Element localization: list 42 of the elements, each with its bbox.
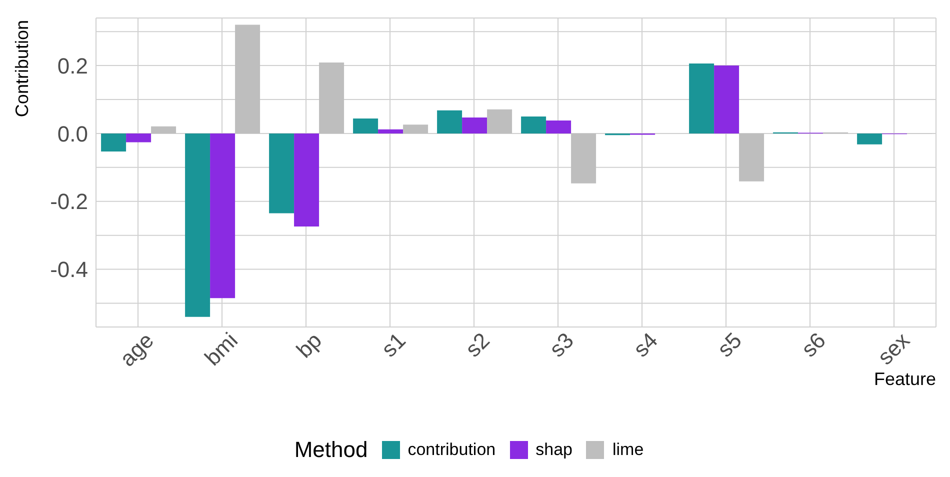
bar [185,133,210,317]
x-tick-label: sex [872,328,915,370]
bar [487,109,512,134]
legend-label: lime [611,440,644,460]
bar [101,133,126,152]
bar [739,133,764,182]
x-tick-label: s6 [796,328,831,362]
x-tick-label: s4 [628,328,663,362]
x-tick-label: bmi [200,328,243,370]
x-tick-label: bp [292,328,327,363]
bar [319,62,344,134]
x-tick-label: s3 [544,328,579,362]
bar [269,133,294,214]
bar [378,129,404,134]
legend-label: contribution [406,440,496,460]
bar [546,120,572,134]
bar [294,133,320,226]
bar [126,133,152,142]
legend-label: shap [534,440,572,460]
bar [521,116,546,134]
bar [571,133,596,184]
x-tick-label: age [114,328,159,372]
x-tick-label: s5 [712,328,747,362]
bar [857,133,882,144]
bar [151,126,176,134]
y-tick-label: 0.2 [57,53,88,78]
bar [403,124,428,134]
bar [235,24,260,134]
bar [714,66,740,134]
y-tick-label: -0.2 [50,189,88,214]
x-tick-label: s1 [376,328,411,362]
x-axis-title: Feature [874,368,936,389]
y-tick-label: -0.4 [50,257,88,282]
y-axis-title: Contribution [12,20,32,118]
bar [353,118,378,134]
bar [437,110,462,134]
x-tick-label: s2 [460,328,495,362]
bar [689,64,714,134]
bar [462,117,488,134]
y-tick-label: 0.0 [57,121,88,146]
bar [210,133,236,298]
legend-title: Method [294,437,368,463]
